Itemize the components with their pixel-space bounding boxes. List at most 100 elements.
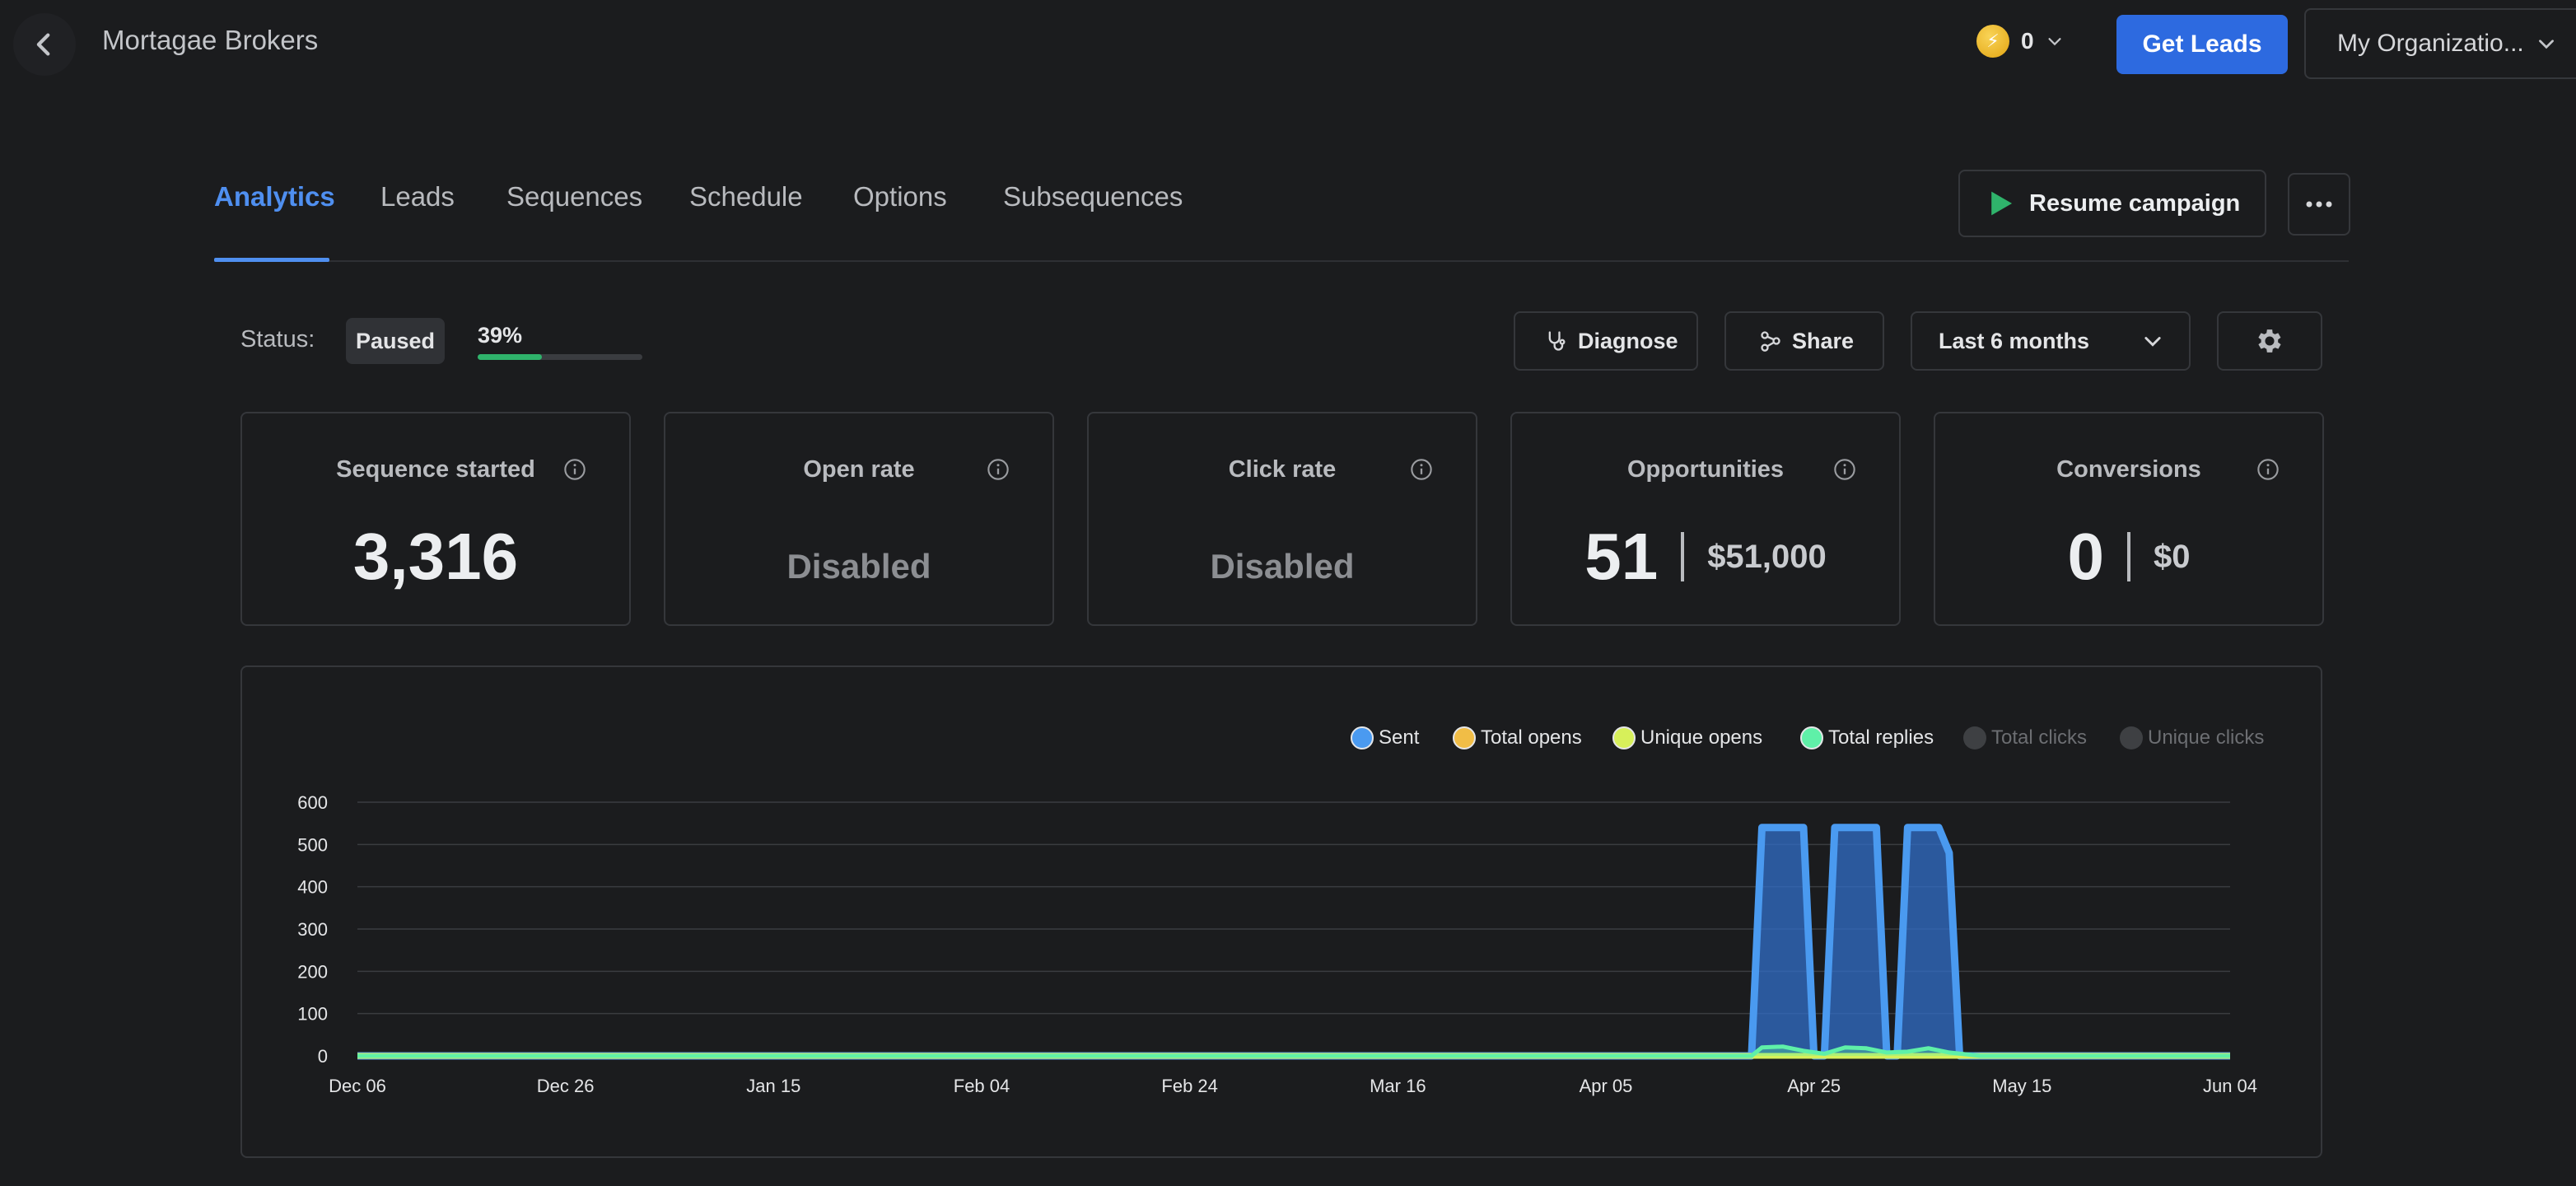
card-title: Open rate — [803, 456, 915, 483]
y-tick-label: 0 — [318, 1046, 328, 1067]
legend-dot — [1963, 726, 1986, 749]
info-icon[interactable] — [563, 458, 586, 481]
analytics-chart: Sent Total opens Unique opens Total replies… — [240, 665, 2322, 1158]
more-horizontal-icon — [2306, 201, 2332, 208]
divider — [2127, 532, 2130, 581]
tab-schedule[interactable]: Schedule — [689, 181, 803, 212]
y-tick-label: 200 — [297, 961, 328, 982]
progress-fill — [478, 354, 542, 360]
y-tick-label: 100 — [297, 1004, 328, 1025]
diagnose-label: Diagnose — [1578, 328, 1678, 353]
chevron-down-icon — [2538, 40, 2554, 49]
x-tick-label: Feb 24 — [1161, 1076, 1218, 1096]
card-title: Click rate — [1228, 456, 1337, 483]
progress-percent: 39% — [478, 323, 523, 348]
x-tick-label: Jan 15 — [746, 1076, 800, 1096]
info-icon[interactable] — [1833, 458, 1856, 481]
tab-options[interactable]: Options — [853, 181, 947, 212]
x-tick-label: Apr 05 — [1580, 1076, 1633, 1096]
resume-campaign-label: Resume campaign — [2029, 189, 2241, 217]
info-icon[interactable] — [1410, 458, 1433, 481]
resume-campaign-button[interactable]: Resume campaign — [1958, 170, 2266, 237]
y-tick-label: 300 — [297, 919, 328, 940]
legend-label: Total replies — [1828, 726, 1934, 749]
status-label: Status: — [240, 326, 315, 353]
conversions-count: 0 — [2067, 520, 2105, 593]
legend-label: Unique opens — [1640, 726, 1763, 749]
series-line-total-replies — [357, 1044, 2230, 1058]
settings-button[interactable] — [2217, 311, 2322, 371]
y-tick-label: 400 — [297, 877, 328, 898]
card-open-rate: Open rate Disabled — [664, 412, 1054, 626]
x-tick-label: May 15 — [1992, 1076, 2051, 1096]
tab-subsequences[interactable]: Subsequences — [1003, 181, 1183, 212]
click-rate-value: Disabled — [1210, 547, 1355, 586]
status-badge: Paused — [346, 318, 445, 364]
legend-item-unique-opens[interactable]: Unique opens — [1612, 726, 1762, 749]
x-tick-label: Apr 25 — [1787, 1076, 1841, 1096]
legend-item-total-opens[interactable]: Total opens — [1453, 726, 1582, 749]
opportunities-amount: $51,000 — [1707, 538, 1827, 575]
chevron-down-icon — [2144, 337, 2161, 347]
legend-dot — [1453, 726, 1476, 749]
gear-icon — [2258, 329, 2281, 353]
card-title: Sequence started — [336, 456, 535, 483]
tab-analytics[interactable]: Analytics — [214, 181, 335, 212]
get-leads-button[interactable]: Get Leads — [2116, 15, 2288, 74]
tab-leads[interactable]: Leads — [380, 181, 455, 212]
stethoscope-icon — [1548, 331, 1566, 351]
date-range-label: Last 6 months — [1939, 328, 2090, 353]
tab-sequences[interactable]: Sequences — [506, 181, 643, 212]
x-tick-label: Feb 04 — [954, 1076, 1010, 1096]
legend-item-sent[interactable]: Sent — [1351, 726, 1419, 749]
more-options-button[interactable] — [2288, 173, 2350, 236]
credits-value: 0 — [2021, 28, 2034, 54]
divider — [1681, 532, 1685, 581]
legend-label: Unique clicks — [2148, 726, 2265, 749]
chart-canvas: 0 100 200 300 400 500 600 Dec 06 Dec 26 Jan 15 Feb… — [297, 792, 2257, 1096]
card-opportunities: Opportunities 51 $51,000 — [1510, 412, 1901, 626]
legend-dot — [2120, 726, 2143, 749]
diagnose-button[interactable]: Diagnose — [1514, 311, 1698, 371]
x-tick-label: Dec 26 — [537, 1076, 595, 1096]
x-tick-label: Jun 04 — [2203, 1076, 2257, 1096]
active-tab-indicator — [214, 258, 329, 262]
campaign-tabs: Analytics Leads Sequences Schedule Optio… — [214, 165, 2349, 262]
legend-dot — [1351, 726, 1374, 749]
campaign-title: Mortagae Brokers — [102, 25, 319, 55]
legend-item-total-replies[interactable]: Total replies — [1800, 726, 1934, 749]
x-tick-label: Dec 06 — [329, 1076, 386, 1096]
conversions-amount: $0 — [2154, 538, 2191, 575]
play-icon — [1991, 191, 2013, 216]
x-tick-label: Mar 16 — [1370, 1076, 1426, 1096]
info-icon[interactable] — [2256, 458, 2280, 481]
sequence-started-value: 3,316 — [352, 520, 519, 593]
card-title: Opportunities — [1626, 456, 1785, 483]
legend-item-unique-clicks[interactable]: Unique clicks — [2120, 726, 2264, 749]
coin-icon: ⚡ — [1976, 25, 2009, 58]
card-title: Conversions — [2056, 456, 2201, 483]
credits-dropdown[interactable]: ⚡ 0 — [1976, 25, 2064, 58]
card-click-rate: Click rate Disabled — [1087, 412, 1477, 626]
open-rate-value: Disabled — [786, 547, 931, 586]
y-tick-label: 500 — [297, 834, 328, 855]
progress-bar — [478, 354, 642, 360]
legend-item-total-clicks[interactable]: Total clicks — [1963, 726, 2087, 749]
share-label: Share — [1792, 328, 1855, 353]
opportunities-count: 51 — [1584, 520, 1659, 593]
legend-label: Sent — [1379, 726, 1420, 749]
legend-label: Total opens — [1481, 726, 1582, 749]
share-button[interactable]: Share — [1724, 311, 1884, 371]
organization-select[interactable]: My Organizatio... — [2304, 8, 2576, 79]
organization-label: My Organizatio... — [2337, 30, 2524, 57]
legend-dot — [1800, 726, 1823, 749]
chevron-left-icon — [36, 33, 50, 56]
series-line-sent — [357, 824, 2230, 1060]
share-icon — [1761, 331, 1780, 352]
back-button[interactable] — [13, 13, 76, 76]
legend-dot — [1612, 726, 1636, 749]
legend-label: Total clicks — [1991, 726, 2088, 749]
info-icon[interactable] — [987, 458, 1010, 481]
date-range-select[interactable]: Last 6 months — [1911, 311, 2191, 371]
card-conversions: Conversions 0 $0 — [1934, 412, 2324, 626]
